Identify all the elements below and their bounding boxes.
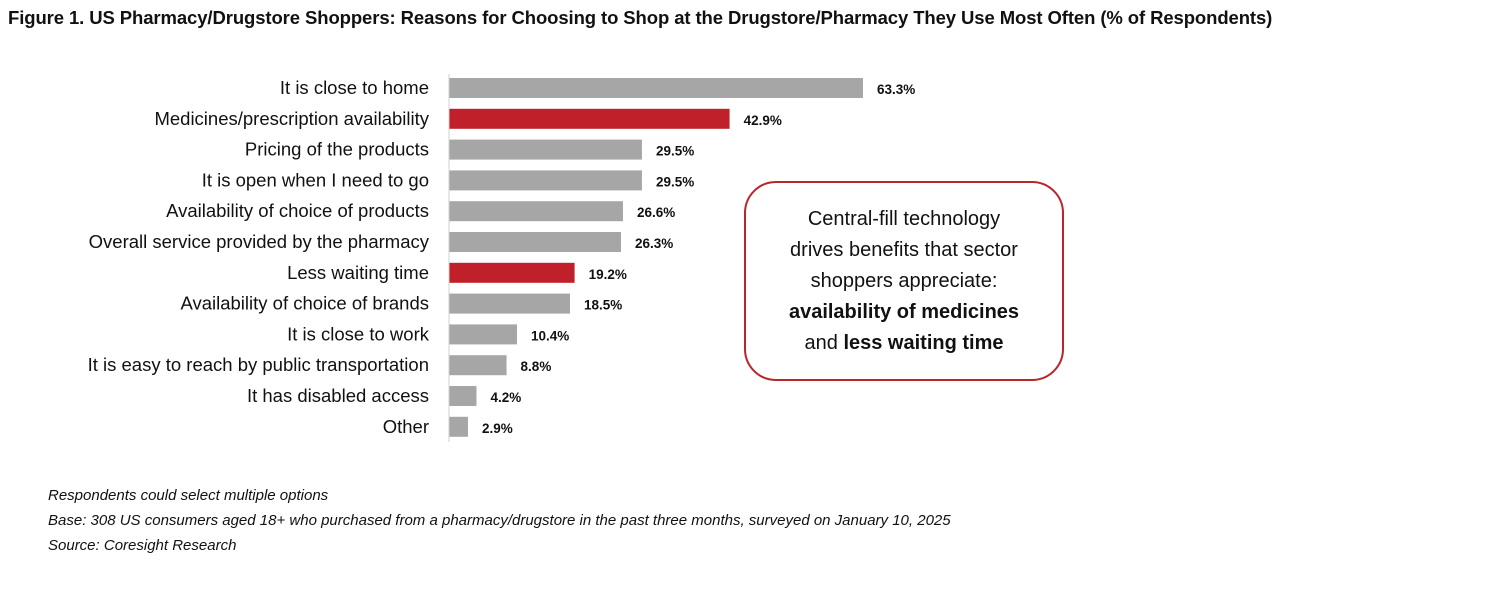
note-base: Base: 308 US consumers aged 18+ who purc… <box>48 512 951 529</box>
category-label: It is easy to reach by public transporta… <box>88 354 429 375</box>
data-label: 63.3% <box>877 82 915 97</box>
bar <box>449 324 518 345</box>
data-label: 26.6% <box>637 205 675 220</box>
category-label: Pricing of the products <box>245 139 429 160</box>
bar <box>449 201 623 222</box>
category-label: It is close to home <box>280 77 429 98</box>
bar <box>449 293 570 314</box>
callout-line: and <box>804 331 844 354</box>
data-label: 8.8% <box>521 359 552 374</box>
bar <box>449 262 575 283</box>
bar-chart: It is close to home 63.3% Medicines/prescr… <box>88 74 915 442</box>
category-label: It is close to work <box>287 323 430 344</box>
callout-bold: less waiting time <box>843 331 1004 354</box>
bar <box>449 232 622 252</box>
data-label: 42.9% <box>744 113 782 128</box>
data-label: 29.5% <box>656 174 694 189</box>
callout-line: Central-fill technology <box>807 207 1001 230</box>
category-label: It has disabled access <box>247 385 429 406</box>
callout-bold: availability of medicines <box>788 300 1020 323</box>
bar <box>449 416 468 437</box>
bar <box>449 139 642 160</box>
data-label: 4.2% <box>490 390 521 405</box>
callout-line: drives benefits that sector <box>790 238 1018 261</box>
data-label: 26.3% <box>635 236 673 251</box>
bar <box>449 386 477 406</box>
bar <box>449 355 507 376</box>
category-label: Medicines/prescription availability <box>154 108 429 129</box>
note-source: Source: Coresight Research <box>48 537 237 554</box>
data-label: 29.5% <box>656 144 694 159</box>
category-label: Less waiting time <box>287 262 429 283</box>
callout-line: shoppers appreciate: <box>810 269 998 292</box>
data-label: 10.4% <box>531 328 569 343</box>
category-label: Other <box>383 416 429 437</box>
note-multiple: Respondents could select multiple option… <box>48 487 329 504</box>
chart-title: Figure 1. US Pharmacy/Drugstore Shoppers… <box>8 7 1273 28</box>
category-label: Availability of choice of products <box>166 200 429 221</box>
bar <box>449 78 863 98</box>
category-label: Availability of choice of brands <box>180 293 429 314</box>
category-label: It is open when I need to go <box>202 169 429 190</box>
callout-box: Central-fill technology drives benefits … <box>744 181 1064 381</box>
data-label: 2.9% <box>482 421 513 436</box>
category-label: Overall service provided by the pharmacy <box>89 231 430 252</box>
data-label: 19.2% <box>589 267 627 282</box>
bar <box>449 170 642 191</box>
bar <box>449 108 730 129</box>
data-label: 18.5% <box>584 298 622 313</box>
